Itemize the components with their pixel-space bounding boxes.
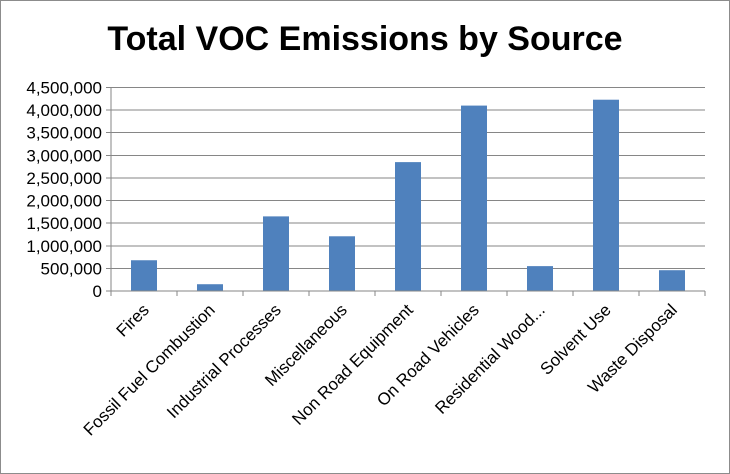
- y-tick-label: 500,000: [41, 259, 102, 278]
- y-tick-label: 2,500,000: [26, 169, 102, 188]
- y-tick-label: 2,000,000: [26, 192, 102, 211]
- x-tick-label: Residential Wood...: [431, 300, 548, 417]
- y-tick-label: 1,000,000: [26, 237, 102, 256]
- bar: [395, 162, 421, 291]
- bar: [593, 99, 619, 292]
- chart-title: Total VOC Emissions by Source: [107, 20, 623, 58]
- y-tick-label: 4,500,000: [26, 79, 102, 98]
- bar: [527, 266, 553, 291]
- bar: [131, 260, 157, 291]
- bar: [461, 105, 487, 291]
- y-tick-label: 4,000,000: [26, 101, 102, 120]
- y-tick-label: 3,500,000: [26, 124, 102, 143]
- y-tick-label: 3,000,000: [26, 146, 102, 165]
- bar: [659, 270, 685, 291]
- x-tick-label: Non Road Equipment: [288, 300, 417, 429]
- bar: [263, 216, 289, 291]
- y-tick-label: 0: [93, 282, 102, 301]
- x-tick-label: Industrial Processes: [163, 300, 285, 422]
- x-tick-label: Fossil Fuel Combustion: [80, 300, 219, 439]
- x-tick-label: Fires: [113, 300, 153, 340]
- y-tick-label: 1,500,000: [26, 214, 102, 233]
- bar: [197, 284, 223, 291]
- bar: [329, 236, 355, 291]
